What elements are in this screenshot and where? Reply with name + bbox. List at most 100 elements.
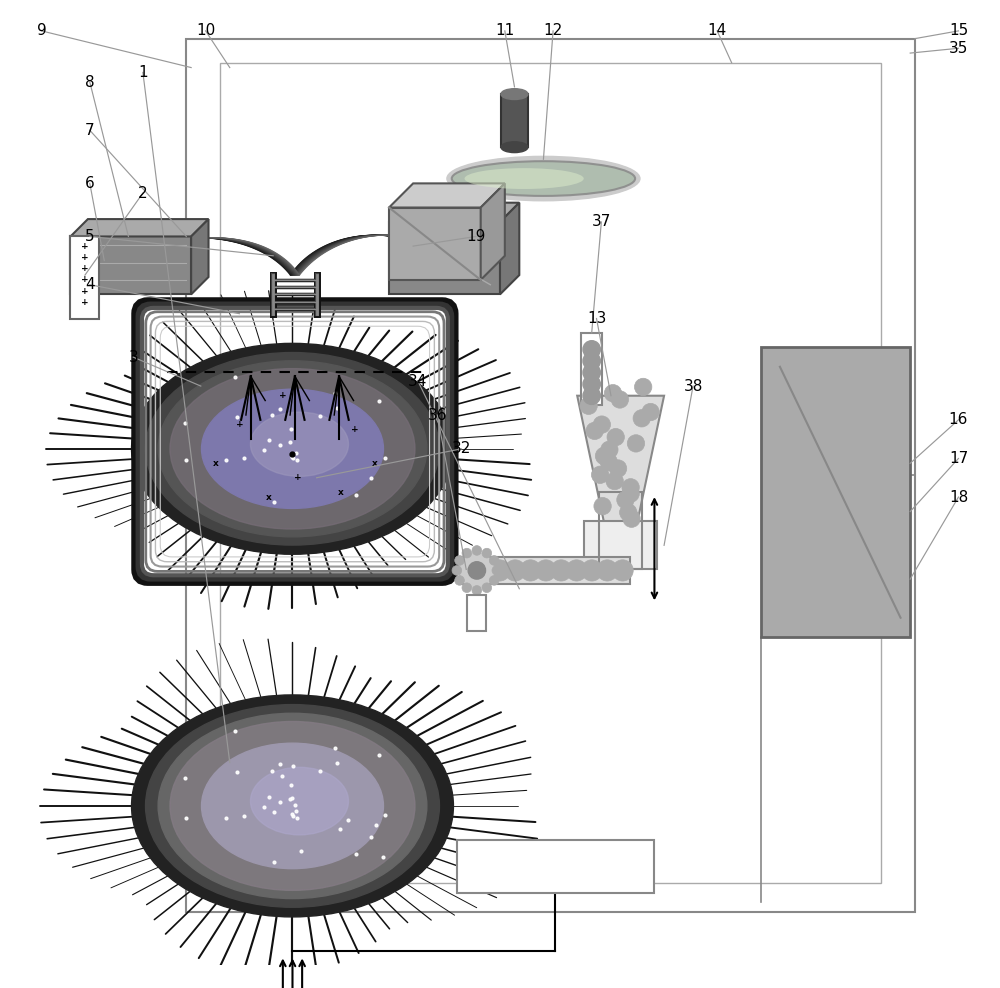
Bar <box>70 236 99 318</box>
Circle shape <box>622 478 639 496</box>
Bar <box>584 522 657 569</box>
Bar <box>581 333 602 405</box>
Circle shape <box>612 560 633 581</box>
Text: 35: 35 <box>949 41 968 55</box>
Text: 13: 13 <box>587 311 606 326</box>
Text: +: + <box>81 264 89 273</box>
Bar <box>461 557 630 584</box>
Polygon shape <box>191 219 209 294</box>
Circle shape <box>609 459 627 477</box>
Ellipse shape <box>132 344 453 554</box>
Polygon shape <box>389 184 505 207</box>
Ellipse shape <box>158 361 427 536</box>
Text: +: + <box>351 425 359 434</box>
Circle shape <box>601 441 618 458</box>
Text: 7: 7 <box>85 123 95 137</box>
Text: +: + <box>81 242 89 251</box>
Circle shape <box>489 555 499 565</box>
Circle shape <box>586 422 603 440</box>
Ellipse shape <box>447 156 640 201</box>
Ellipse shape <box>146 704 439 907</box>
Circle shape <box>452 565 462 575</box>
Bar <box>186 39 915 912</box>
Polygon shape <box>70 219 209 236</box>
Bar <box>457 840 654 893</box>
Ellipse shape <box>132 695 453 917</box>
Bar <box>389 222 500 294</box>
Ellipse shape <box>202 743 383 868</box>
Circle shape <box>472 545 482 555</box>
Text: 6: 6 <box>85 176 95 191</box>
Circle shape <box>642 403 659 421</box>
Circle shape <box>597 560 618 581</box>
Text: 4: 4 <box>85 278 95 292</box>
Text: x: x <box>372 458 377 467</box>
Circle shape <box>566 560 587 581</box>
Text: +: + <box>279 391 287 400</box>
Text: 37: 37 <box>592 214 611 229</box>
Bar <box>599 492 642 569</box>
Circle shape <box>535 560 556 581</box>
Circle shape <box>462 548 472 558</box>
Circle shape <box>606 472 623 490</box>
Circle shape <box>620 504 637 521</box>
Text: 9: 9 <box>37 24 46 39</box>
Polygon shape <box>577 396 664 522</box>
Circle shape <box>593 416 611 434</box>
Ellipse shape <box>202 389 383 509</box>
Circle shape <box>458 560 480 581</box>
Ellipse shape <box>146 353 439 545</box>
Text: +: + <box>81 298 89 307</box>
Ellipse shape <box>170 721 415 890</box>
Text: +: + <box>294 473 301 482</box>
Bar <box>220 62 881 883</box>
Text: 12: 12 <box>543 24 563 39</box>
Text: +: + <box>81 276 89 285</box>
Ellipse shape <box>170 369 415 529</box>
Circle shape <box>627 435 645 453</box>
Circle shape <box>551 560 572 581</box>
Ellipse shape <box>251 768 348 835</box>
Ellipse shape <box>170 369 415 529</box>
Bar <box>70 236 191 294</box>
Circle shape <box>583 364 600 381</box>
Ellipse shape <box>170 721 415 890</box>
Text: 32: 32 <box>452 442 471 456</box>
Circle shape <box>468 562 486 579</box>
Ellipse shape <box>465 168 584 189</box>
Text: 2: 2 <box>138 186 148 201</box>
Text: 3: 3 <box>128 350 138 365</box>
Circle shape <box>474 560 495 581</box>
Text: 1: 1 <box>138 65 148 80</box>
Text: 18: 18 <box>949 490 968 505</box>
Circle shape <box>623 510 640 528</box>
Circle shape <box>462 583 472 593</box>
Circle shape <box>583 387 600 404</box>
Circle shape <box>622 485 639 502</box>
Circle shape <box>594 497 611 515</box>
Text: 16: 16 <box>949 412 968 428</box>
Circle shape <box>482 583 492 593</box>
Bar <box>761 348 910 637</box>
Text: 11: 11 <box>495 24 514 39</box>
Text: 5: 5 <box>85 229 95 244</box>
Text: 15: 15 <box>949 24 968 39</box>
Circle shape <box>581 560 603 581</box>
Text: 14: 14 <box>708 24 727 39</box>
Circle shape <box>583 375 600 393</box>
Text: x: x <box>212 458 218 467</box>
Circle shape <box>489 560 510 581</box>
Circle shape <box>611 391 629 408</box>
Circle shape <box>591 466 609 483</box>
Circle shape <box>634 378 652 395</box>
Circle shape <box>455 576 464 585</box>
Text: 8: 8 <box>85 74 95 90</box>
Text: 36: 36 <box>428 407 447 423</box>
Text: 38: 38 <box>683 378 703 393</box>
Text: +: + <box>81 287 89 295</box>
Circle shape <box>633 410 650 427</box>
Circle shape <box>482 548 492 558</box>
Circle shape <box>520 560 541 581</box>
Circle shape <box>583 341 600 358</box>
Polygon shape <box>389 203 519 222</box>
